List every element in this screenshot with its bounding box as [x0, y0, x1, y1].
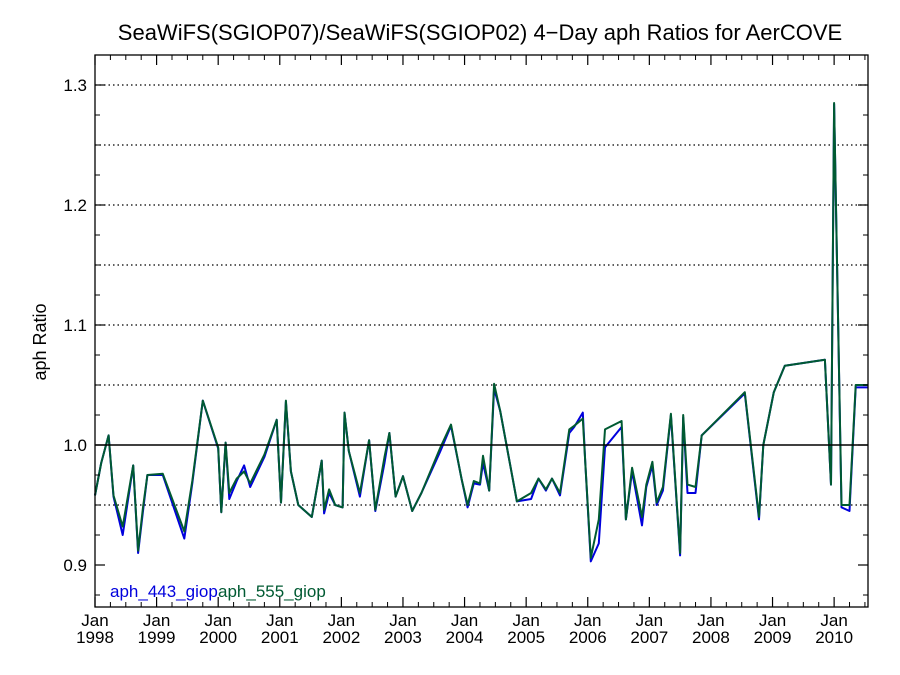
tick-labels: 0.91.01.11.21.3Jan1998Jan1999Jan2000Jan2…: [63, 76, 853, 647]
y-tick-label: 0.9: [63, 556, 87, 575]
x-tick-year-label: 2006: [569, 628, 607, 647]
x-tick-month-label: Jan: [389, 611, 416, 630]
x-tick-year-label: 2000: [199, 628, 237, 647]
x-tick-month-label: Jan: [143, 611, 170, 630]
x-tick-month-label: Jan: [512, 611, 539, 630]
grid-lines: [95, 84, 868, 506]
y-tick-label: 1.2: [63, 196, 87, 215]
x-tick-year-label: 2002: [322, 628, 360, 647]
x-tick-month-label: Jan: [328, 611, 355, 630]
x-tick-year-label: 2009: [754, 628, 792, 647]
x-tick-year-label: 2010: [815, 628, 853, 647]
x-tick-year-label: 1999: [138, 628, 176, 647]
x-tick-month-label: Jan: [451, 611, 478, 630]
y-tick-label: 1.1: [63, 316, 87, 335]
series-line-aph_443_giop: [94, 103, 868, 563]
legend-item-aph_443_giop: aph_443_giop: [110, 582, 218, 601]
legend-item-aph_555_giop: aph_555_giop: [218, 582, 326, 601]
legend: aph_443_giop aph_555_giop: [110, 582, 326, 601]
x-tick-month-label: Jan: [266, 611, 293, 630]
x-tick-month-label: Jan: [759, 611, 786, 630]
y-axis-label: aph Ratio: [30, 303, 50, 380]
x-tick-year-label: 2001: [261, 628, 299, 647]
y-tick-label: 1.3: [63, 76, 87, 95]
x-tick-year-label: 2007: [630, 628, 668, 647]
chart-title: SeaWiFS(SGIOP07)/SeaWiFS(SGIOP02) 4−Day …: [118, 20, 842, 45]
series-lines: [94, 102, 868, 563]
x-tick-year-label: 1998: [76, 628, 114, 647]
series-line-aph_555_giop: [94, 102, 868, 559]
axes: [94, 54, 869, 608]
x-tick-month-label: Jan: [636, 611, 663, 630]
x-tick-year-label: 2005: [507, 628, 545, 647]
plot-frame: [94, 54, 869, 608]
x-tick-month-label: Jan: [697, 611, 724, 630]
x-tick-month-label: Jan: [204, 611, 231, 630]
x-tick-month-label: Jan: [574, 611, 601, 630]
x-tick-year-label: 2008: [692, 628, 730, 647]
y-tick-label: 1.0: [63, 436, 87, 455]
x-tick-month-label: Jan: [81, 611, 108, 630]
x-tick-year-label: 2003: [384, 628, 422, 647]
x-tick-month-label: Jan: [820, 611, 847, 630]
x-tick-year-label: 2004: [446, 628, 484, 647]
